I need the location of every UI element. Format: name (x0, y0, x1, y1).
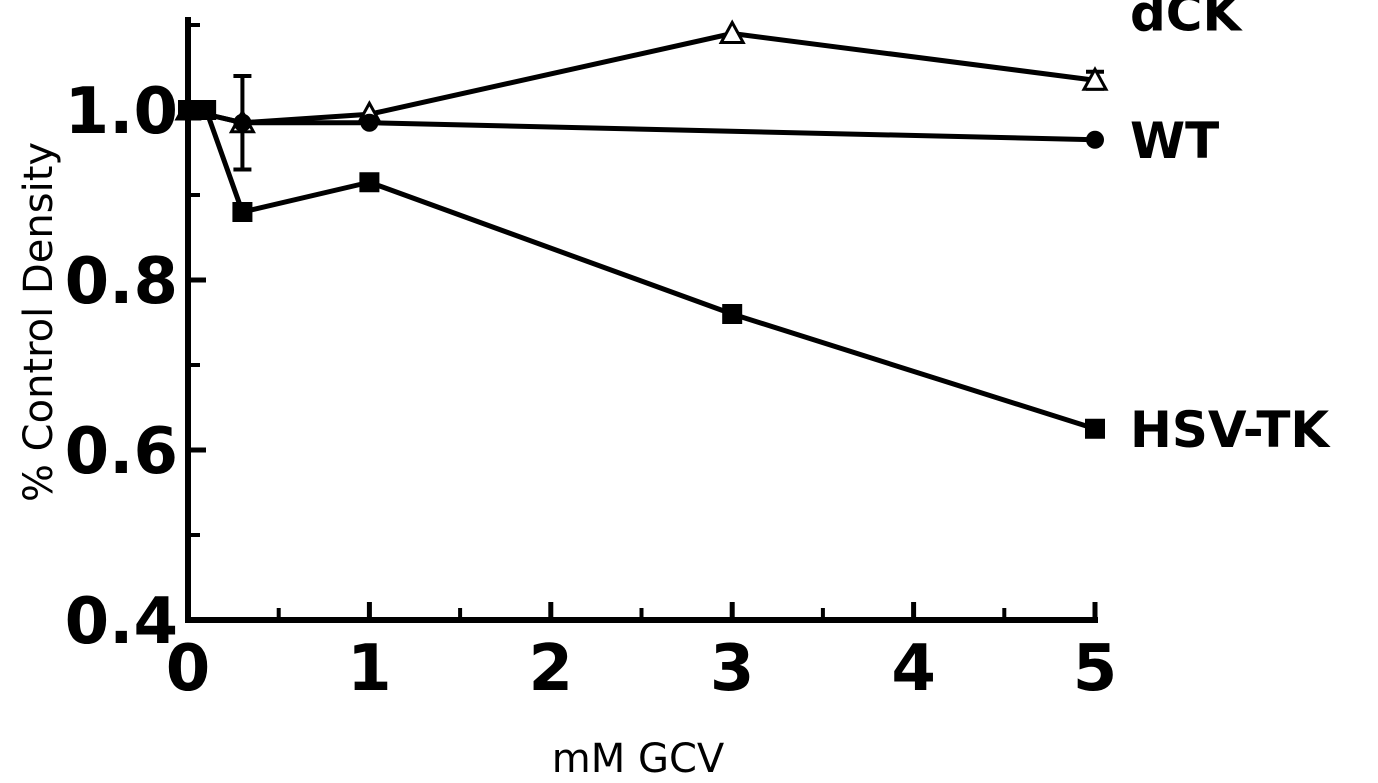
y-axis-title: % Control Density (16, 142, 62, 502)
series-lines (187, 31, 1096, 432)
data-point-hsv-tk (178, 100, 198, 120)
data-point-hsv-tk (359, 172, 380, 193)
series-label-wt: WT (1130, 112, 1219, 170)
data-point-hsv-tk (1085, 418, 1105, 439)
series-line-dck (187, 31, 1096, 126)
y-tick-label: 0.4 (65, 585, 178, 659)
series-label-hsv-tk: HSV-TK (1130, 401, 1331, 459)
y-tick-label: 1.0 (65, 75, 178, 149)
series-line-wt (187, 107, 1096, 143)
x-tick-label: 5 (1073, 632, 1118, 706)
y-tick-label: 0.8 (65, 245, 178, 319)
x-tick-label: 2 (529, 632, 574, 706)
data-point-wt (1086, 130, 1104, 149)
y-tick-label: 0.6 (65, 415, 178, 489)
data-point-hsv-tk (722, 304, 743, 324)
x-tick-label: 1 (347, 632, 392, 706)
data-point-dck (718, 19, 746, 44)
data-point-wt (360, 113, 379, 132)
data-point-wt (233, 113, 252, 132)
series-labels: dCK WT HSV-TK (1130, 0, 1331, 459)
data-point-hsv-tk (232, 202, 253, 222)
x-tick-label: 0 (166, 632, 211, 706)
x-tick-label: 4 (891, 632, 936, 706)
data-point-dck (1081, 66, 1109, 91)
series-line-hsv-tk (188, 107, 1096, 432)
series-markers (174, 19, 1109, 439)
x-axis-title: mM GCV (552, 736, 725, 782)
axes: 0 1 2 3 4 5 0.4 0.6 0.8 1.0 (65, 17, 1118, 706)
data-point-hsv-tk (196, 100, 217, 120)
x-tick-label: 3 (710, 632, 755, 706)
series-label-dck: dCK (1130, 0, 1243, 42)
